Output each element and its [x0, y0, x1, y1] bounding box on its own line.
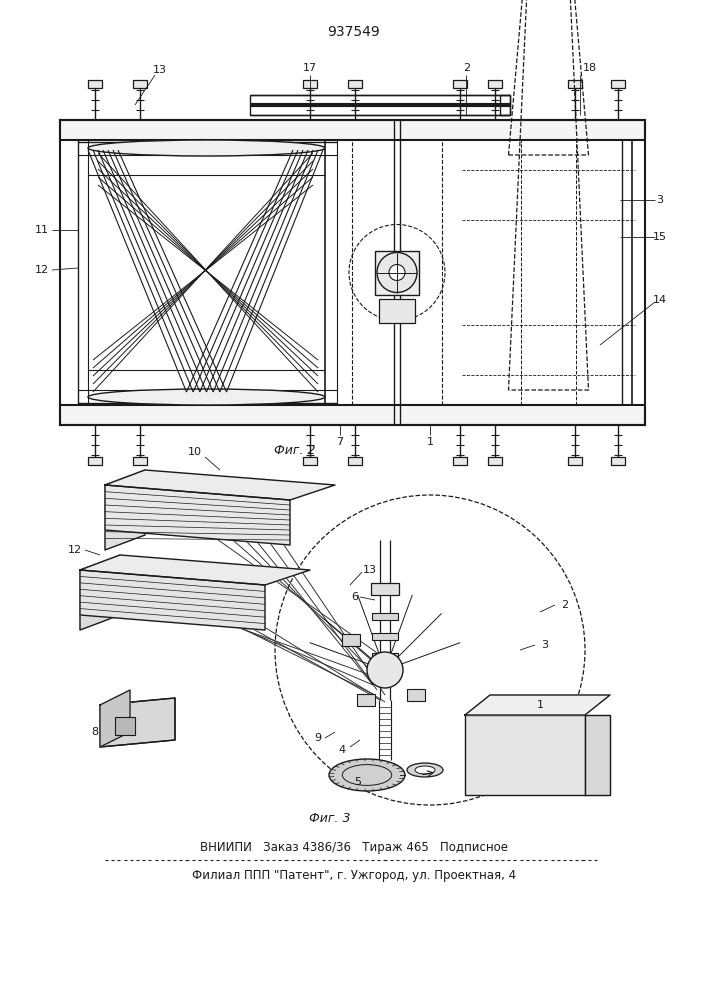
Polygon shape	[105, 470, 145, 550]
Bar	[488, 80, 502, 88]
Bar	[88, 457, 102, 465]
Text: 9: 9	[315, 733, 322, 743]
Polygon shape	[105, 470, 335, 500]
Text: Филиал ППП "Патент", г. Ужгород, ул. Проектная, 4: Филиал ППП "Патент", г. Ужгород, ул. Про…	[192, 868, 516, 882]
Text: 13: 13	[153, 65, 167, 75]
Text: 6: 6	[351, 592, 358, 602]
Bar	[375, 250, 419, 294]
Bar	[348, 80, 362, 88]
Circle shape	[367, 652, 403, 688]
Bar	[88, 80, 102, 88]
Text: 3: 3	[657, 195, 663, 205]
Text: Фиг. 2: Фиг. 2	[274, 444, 316, 456]
Bar	[500, 95, 510, 115]
Text: 15: 15	[653, 232, 667, 242]
Bar	[453, 457, 467, 465]
Text: 14: 14	[653, 295, 667, 305]
Polygon shape	[100, 698, 175, 747]
Polygon shape	[585, 715, 610, 795]
Bar	[568, 80, 582, 88]
Ellipse shape	[415, 766, 435, 774]
Bar	[348, 457, 362, 465]
Bar	[133, 457, 147, 465]
Bar	[342, 634, 360, 646]
Text: Фиг. 3: Фиг. 3	[309, 812, 351, 824]
Bar	[60, 120, 645, 140]
Ellipse shape	[88, 140, 325, 156]
Bar	[379, 298, 415, 322]
Text: 10: 10	[188, 447, 202, 457]
Bar	[611, 80, 625, 88]
Bar	[407, 689, 425, 701]
Bar	[303, 457, 317, 465]
Text: 1: 1	[537, 700, 544, 710]
Polygon shape	[80, 555, 120, 630]
Ellipse shape	[88, 389, 325, 405]
Text: 4: 4	[339, 745, 346, 755]
Ellipse shape	[329, 759, 405, 791]
Text: 3: 3	[542, 640, 549, 650]
Bar	[611, 457, 625, 465]
Bar	[371, 583, 399, 595]
Text: 8: 8	[91, 727, 98, 737]
Bar	[568, 457, 582, 465]
Text: 12: 12	[68, 545, 82, 555]
Text: 937549: 937549	[327, 25, 380, 39]
Text: 1: 1	[426, 437, 433, 447]
Bar	[60, 405, 645, 425]
Text: 7: 7	[337, 437, 344, 447]
Bar	[453, 80, 467, 88]
Bar	[250, 95, 510, 115]
Polygon shape	[105, 485, 290, 545]
Bar	[372, 633, 398, 640]
Bar	[133, 80, 147, 88]
Polygon shape	[465, 695, 610, 715]
Text: 2: 2	[463, 63, 471, 73]
Bar	[115, 717, 135, 735]
Polygon shape	[80, 555, 310, 585]
Bar	[465, 715, 585, 795]
Ellipse shape	[407, 763, 443, 777]
Text: 18: 18	[583, 63, 597, 73]
Bar	[372, 613, 398, 620]
Text: ВНИИПИ   Заказ 4386/36   Тираж 465   Подписное: ВНИИПИ Заказ 4386/36 Тираж 465 Подписное	[200, 840, 508, 854]
Text: 5: 5	[354, 777, 361, 787]
Circle shape	[389, 264, 405, 280]
Polygon shape	[100, 690, 130, 747]
Text: 13: 13	[363, 565, 377, 575]
Bar	[303, 80, 317, 88]
Bar	[372, 653, 398, 660]
Bar	[488, 457, 502, 465]
Text: 2: 2	[561, 600, 568, 610]
Text: 12: 12	[35, 265, 49, 275]
Text: 17: 17	[303, 63, 317, 73]
Bar	[60, 120, 645, 425]
Text: 11: 11	[35, 225, 49, 235]
Bar	[357, 694, 375, 706]
Polygon shape	[80, 570, 265, 630]
Circle shape	[377, 252, 417, 292]
